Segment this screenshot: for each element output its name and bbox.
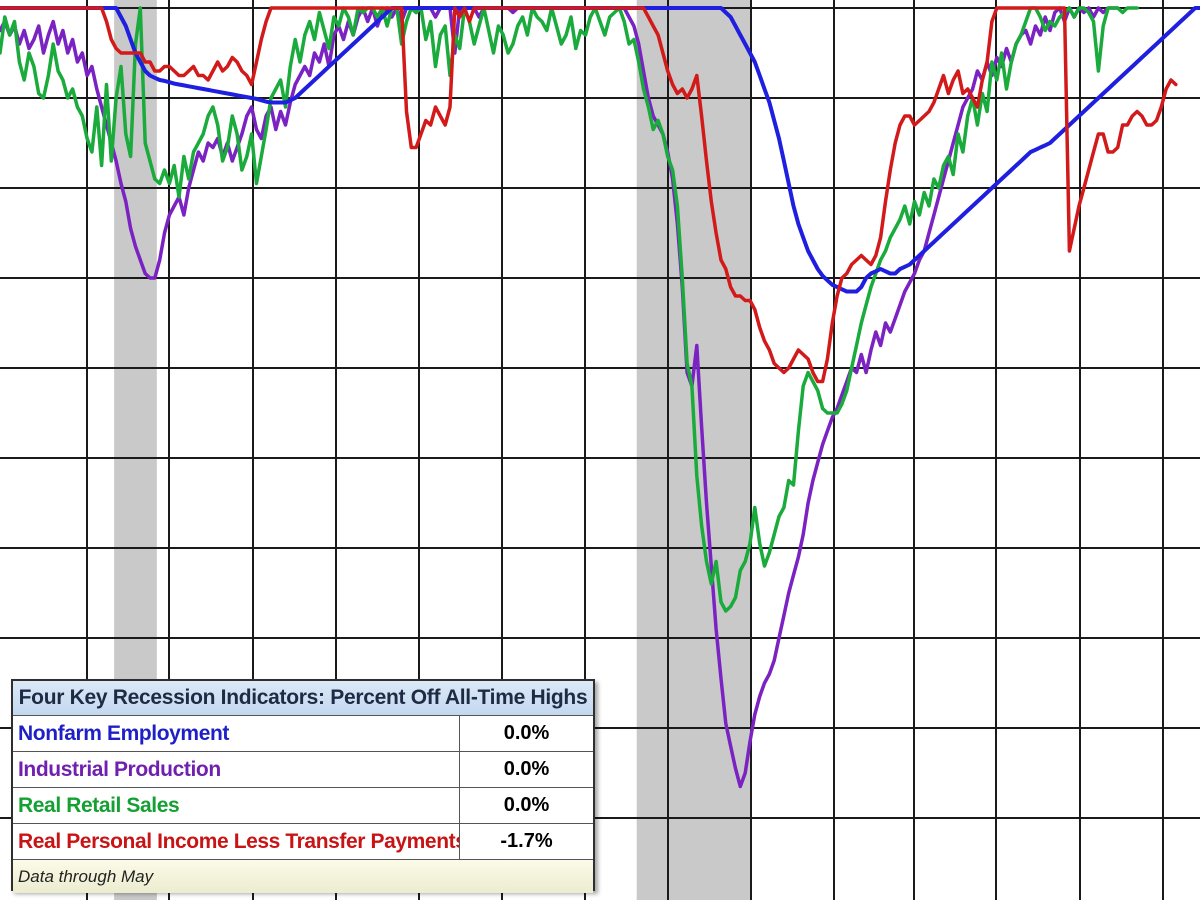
- summary-row-real-personal-income: Real Personal Income Less Transfer Payme…: [13, 824, 593, 860]
- summary-row-label: Industrial Production: [13, 752, 460, 787]
- summary-row-industrial-production: Industrial Production 0.0%: [13, 752, 593, 788]
- indicator-summary-table: Four Key Recession Indicators: Percent O…: [11, 679, 595, 893]
- summary-row-real-retail-sales: Real Retail Sales 0.0%: [13, 788, 593, 824]
- series-line-nonfarm-employment: [0, 6, 1200, 294]
- summary-row-label: Nonfarm Employment: [13, 716, 460, 751]
- series-line-real-retail-sales: [0, 6, 1139, 613]
- summary-row-value: 0.0%: [503, 722, 550, 744]
- series-line-industrial-production: [0, 6, 1120, 789]
- summary-row-value: 0.0%: [503, 794, 550, 816]
- summary-row-value: 0.0%: [503, 758, 550, 780]
- series-lines: [0, 6, 1200, 789]
- series-line-real-personal-income-less-transfer-payments: [0, 6, 1178, 384]
- summary-row-label: Real Personal Income Less Transfer Payme…: [13, 824, 460, 859]
- summary-row-nonfarm-employment: Nonfarm Employment 0.0%: [13, 716, 593, 752]
- data-through-note: Data through May: [13, 860, 593, 893]
- summary-table-title: Four Key Recession Indicators: Percent O…: [13, 681, 593, 716]
- summary-row-value: -1.7%: [500, 830, 553, 852]
- summary-row-label: Real Retail Sales: [13, 788, 460, 823]
